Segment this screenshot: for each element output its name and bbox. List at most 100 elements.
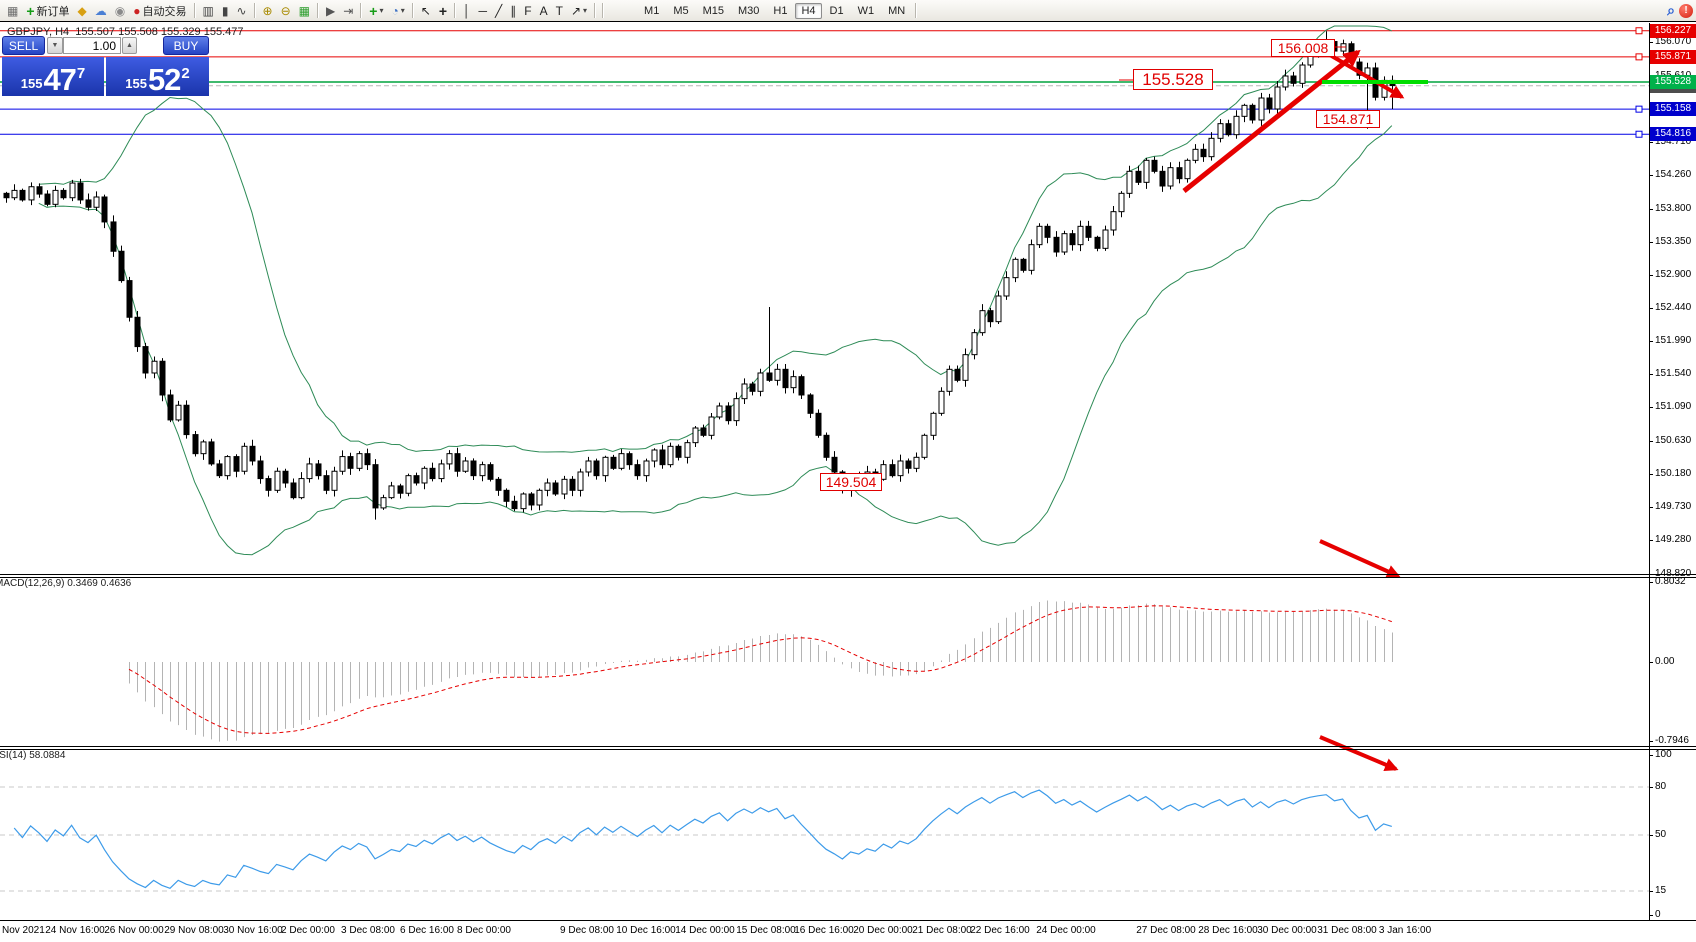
time-axis-label: 31 Dec 08:00 [1317, 925, 1377, 936]
pane-separator[interactable] [0, 746, 1696, 747]
chevron-down-icon: ▾ [400, 6, 405, 15]
auto-scroll-icon[interactable]: ▶ [322, 1, 339, 21]
buy-button[interactable]: BUY [163, 36, 209, 55]
candlestick-chart-icon[interactable]: ▮ [218, 1, 233, 21]
pane-separator[interactable] [0, 577, 1696, 578]
time-axis-label: 6 Dec 16:00 [400, 925, 454, 936]
cursor-icon[interactable]: ↖ [417, 1, 435, 21]
periods-icon: ◔ [391, 3, 399, 18]
tile-windows-icon: ▦ [298, 3, 310, 18]
indicators-icon[interactable]: + ▾ [365, 1, 387, 21]
price-axis-value: 152.440 [1655, 302, 1692, 314]
price-axis-value: 152.900 [1655, 268, 1692, 280]
timeframe-m15[interactable]: M15 [702, 4, 724, 17]
sell-price-small: 155 [20, 76, 43, 91]
news-icon[interactable]: ! [1679, 3, 1693, 18]
price-axis-value: 154.710 [1655, 136, 1692, 147]
text-label-icon[interactable]: T [552, 1, 567, 21]
price-annotation[interactable]: 156.008 [1271, 39, 1335, 57]
rsi-axis-value: 0 [1655, 909, 1661, 920]
buy-price-small: 155 [125, 76, 147, 91]
timeframe-h1[interactable]: H1 [773, 4, 788, 17]
rsi-axis-tick [1649, 787, 1653, 788]
crosshair-icon[interactable]: + [435, 1, 451, 21]
time-axis-label: 8 Dec 00:00 [457, 925, 511, 936]
time-axis-label: 3 Jan 16:00 [1378, 925, 1432, 936]
equidistant-channel-icon[interactable]: ∥ [506, 1, 520, 21]
crosshair-icon: + [438, 2, 447, 19]
price-annotation[interactable]: 154.871 [1316, 110, 1380, 128]
volume-increase-button[interactable]: ▲ [122, 37, 137, 54]
price-annotation[interactable]: 155.528 [1133, 69, 1213, 90]
sell-button[interactable]: SELL [2, 36, 45, 55]
timeframe-mn[interactable]: MN [888, 4, 906, 17]
rsi-axis-value: 100 [1655, 749, 1672, 760]
rsi-axis-value: 50 [1655, 829, 1667, 840]
macd-axis-value: 0.00 [1655, 656, 1675, 667]
time-axis-label: 27 Dec 08:00 [1136, 925, 1196, 936]
sell-price[interactable]: 155 47 7 [2, 57, 104, 96]
time-axis-label: Nov 2021 [2, 925, 45, 936]
zoom-out-icon[interactable]: ⊖ [277, 1, 295, 21]
macd-axis-value: -0.7946 [1655, 735, 1689, 747]
price-axis-value: 149.280 [1655, 534, 1692, 546]
community-icon[interactable]: ☁ [91, 1, 111, 21]
time-axis-label: 21 Dec 08:00 [912, 925, 972, 936]
fibonacci-icon: F [524, 3, 532, 18]
price-axis-tick [1649, 42, 1653, 44]
window-icon[interactable]: ▦ [3, 1, 22, 21]
rsi-line [13, 789, 1392, 889]
text-icon[interactable]: A [536, 1, 552, 21]
rsi-axis-value: 80 [1655, 781, 1667, 792]
line-chart-icon[interactable]: ∿ [232, 1, 250, 21]
periods-icon[interactable]: ◔ ▾ [387, 1, 408, 21]
pane-separator[interactable] [0, 574, 1696, 575]
new-order-button: + [26, 2, 35, 19]
signals-icon[interactable]: ◉ [111, 1, 129, 21]
toolbar-separator [193, 3, 196, 18]
price-axis-tick [1649, 208, 1653, 210]
timeframe-h4[interactable]: H4 [795, 2, 822, 19]
bar-chart-icon: ▥ [202, 3, 214, 18]
timeframe-m5[interactable]: M5 [673, 4, 689, 17]
drawn-objects [1119, 46, 1428, 772]
zoom-in-icon[interactable]: ⊕ [259, 1, 277, 21]
time-axis-label: 2 Dec 00:00 [281, 925, 335, 936]
vertical-line-icon[interactable]: │ [459, 1, 475, 21]
buy-price[interactable]: 155 52 2 [106, 57, 209, 96]
chart-shift-icon[interactable]: ⇥ [339, 1, 357, 21]
price-axis-tick [1649, 174, 1653, 176]
toolbar-separator [602, 3, 605, 18]
one-click-trade-panel: SELL ▼ 1.00 ▲ BUY 155 47 7 155 52 2 [2, 36, 209, 96]
price-axis-tick [1649, 308, 1653, 310]
trendline-icon[interactable]: ╱ [491, 1, 506, 21]
new-order-button[interactable]: + 新订单 [22, 1, 73, 21]
price-axis-value: 153.800 [1655, 202, 1692, 214]
bar-chart-icon[interactable]: ▥ [199, 1, 218, 21]
search-icon[interactable]: ⌕ [1667, 2, 1675, 18]
pane-separator[interactable] [0, 749, 1696, 750]
price-axis-value: 153.350 [1655, 235, 1692, 247]
timeframe-m30[interactable]: M30 [738, 4, 760, 17]
macd-signal-line [128, 605, 1392, 734]
macd-axis-tick [1649, 662, 1653, 663]
arrows-icon[interactable]: ↗ ▾ [567, 1, 591, 21]
volume-decrease-button[interactable]: ▼ [47, 37, 63, 54]
autotrading-button[interactable]: ● 自动交易 [129, 1, 190, 21]
timeframe-d1[interactable]: D1 [829, 4, 844, 17]
buy-price-sup: 2 [181, 65, 190, 82]
chart-shift-icon: ⇥ [343, 3, 354, 18]
tile-windows-icon[interactable]: ▦ [295, 1, 314, 21]
volume-input[interactable]: 1.00 [63, 37, 121, 54]
gold-icon[interactable]: ◆ [74, 1, 91, 21]
toolbar-separator [316, 3, 319, 18]
price-axis-value: 150.630 [1655, 435, 1692, 447]
horizontal-line-icon[interactable]: ─ [475, 1, 492, 21]
time-axis-label: 10 Dec 16:00 [616, 925, 676, 936]
price-annotation[interactable]: 149.504 [820, 473, 882, 491]
level-price-badge: 155.158 [1650, 102, 1696, 117]
timeframe-w1[interactable]: W1 [857, 4, 875, 17]
timeframe-m1[interactable]: M1 [644, 4, 660, 17]
fibonacci-icon[interactable]: F [520, 1, 535, 21]
